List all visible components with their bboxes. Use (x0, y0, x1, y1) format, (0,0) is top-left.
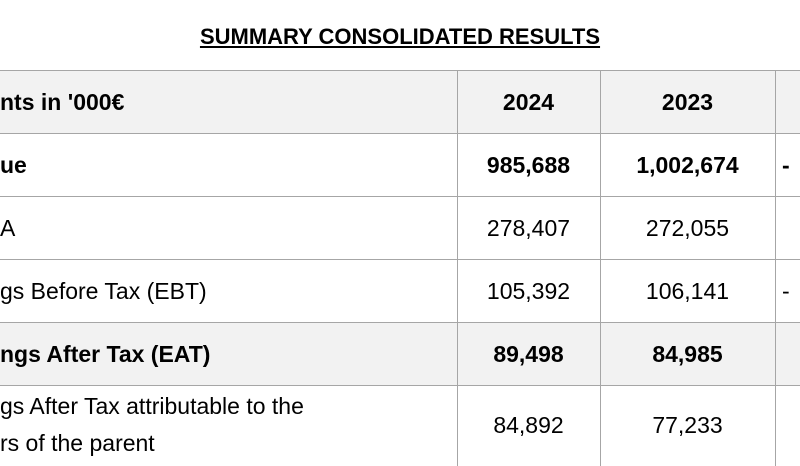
header-cell: 2023 (661, 89, 714, 115)
cell: 106,141 (645, 278, 730, 304)
border (775, 70, 776, 466)
border (0, 133, 800, 134)
cell: 985,688 (486, 152, 571, 178)
border (0, 196, 800, 197)
border (457, 70, 458, 466)
cell: 105,392 (486, 278, 571, 304)
cell: - (782, 152, 790, 178)
header-background (0, 70, 800, 133)
border (0, 259, 800, 260)
border (600, 70, 601, 466)
border (0, 70, 800, 71)
row-label: rs of the parent (0, 430, 155, 456)
row-label: ngs After Tax (EAT) (0, 341, 211, 367)
row-label: gs After Tax attributable to the (0, 393, 304, 419)
cell: 278,407 (486, 215, 571, 241)
cell: 77,233 (652, 412, 723, 438)
cell: 272,055 (645, 215, 730, 241)
row-label: gs Before Tax (EBT) (0, 278, 207, 304)
cell: - (782, 278, 790, 304)
cell: 84,892 (493, 412, 564, 438)
row-label: A (0, 215, 16, 241)
cell: 1,002,674 (636, 152, 739, 178)
row-label: ue (0, 152, 27, 178)
cell: 89,498 (493, 341, 564, 367)
title: SUMMARY CONSOLIDATED RESULTS (199, 24, 601, 49)
row-background (0, 322, 800, 385)
border (0, 385, 800, 386)
header-cell: nts in '000€ (0, 89, 125, 115)
cell: 84,985 (652, 341, 723, 367)
header-cell: 2024 (502, 89, 555, 115)
border (0, 322, 800, 323)
